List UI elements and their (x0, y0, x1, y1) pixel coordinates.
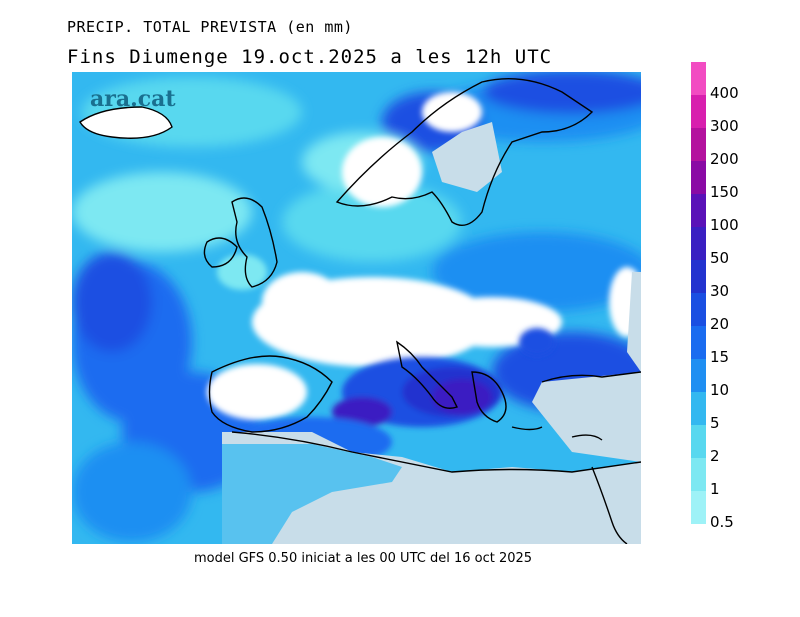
crete-outline (511, 426, 543, 431)
iberia-outline (208, 355, 333, 433)
scandinavia-outline (335, 78, 594, 226)
legend-swatch-150 (691, 161, 706, 194)
ireland-outline (203, 237, 238, 268)
aracat-logo: ara.cat (90, 86, 176, 112)
legend-label-0.5: 0.5 (710, 513, 734, 531)
cyprus-outline (571, 434, 603, 441)
legend-swatch-0.5 (691, 491, 706, 524)
legend-swatch-400 (691, 62, 706, 95)
legend-label-50: 50 (710, 249, 730, 267)
legend-label-400: 400 (710, 84, 739, 102)
legend-swatch-1 (691, 458, 706, 491)
legend-swatch-300 (691, 95, 706, 128)
legend-label-2: 2 (710, 447, 720, 465)
legend-swatch-20 (691, 293, 706, 326)
legend-label-30: 30 (710, 282, 730, 300)
legend-label-100: 100 (710, 216, 739, 234)
legend-label-15: 15 (710, 348, 730, 366)
model-info: model GFS 0.50 iniciat a les 00 UTC del … (193, 551, 533, 566)
precipitation-map (72, 72, 641, 544)
map-canvas (72, 72, 641, 544)
red-sea-coast (591, 466, 628, 544)
legend-swatch-5 (691, 392, 706, 425)
britain-outline (231, 197, 278, 288)
legend-swatch-100 (691, 194, 706, 227)
black-sea-coast (541, 371, 641, 383)
legend-label-200: 200 (710, 150, 739, 168)
legend-swatch-10 (691, 359, 706, 392)
iceland-outline (79, 106, 173, 139)
legend-swatch-30 (691, 260, 706, 293)
legend-swatch-50 (691, 227, 706, 260)
balkans-outline (471, 371, 507, 423)
legend-label-1: 1 (710, 480, 720, 498)
legend-label-20: 20 (710, 315, 730, 333)
italy-outline (395, 340, 458, 409)
legend-label-300: 300 (710, 117, 739, 135)
coastlines (79, 78, 641, 544)
sweden-land (432, 122, 502, 192)
map-title: PRECIP. TOTAL PREVISTA (en mm) (67, 18, 353, 36)
legend-swatch-15 (691, 326, 706, 359)
map-subtitle: Fins Diumenge 19.oct.2025 a les 12h UTC (67, 46, 553, 68)
legend-label-10: 10 (710, 381, 730, 399)
north-africa-coast (231, 431, 641, 473)
legend-swatch-200 (691, 128, 706, 161)
legend-swatch-2 (691, 425, 706, 458)
legend-label-150: 150 (710, 183, 739, 201)
legend-label-5: 5 (710, 414, 720, 432)
anatolia-land (532, 372, 641, 462)
color-legend (691, 62, 706, 524)
